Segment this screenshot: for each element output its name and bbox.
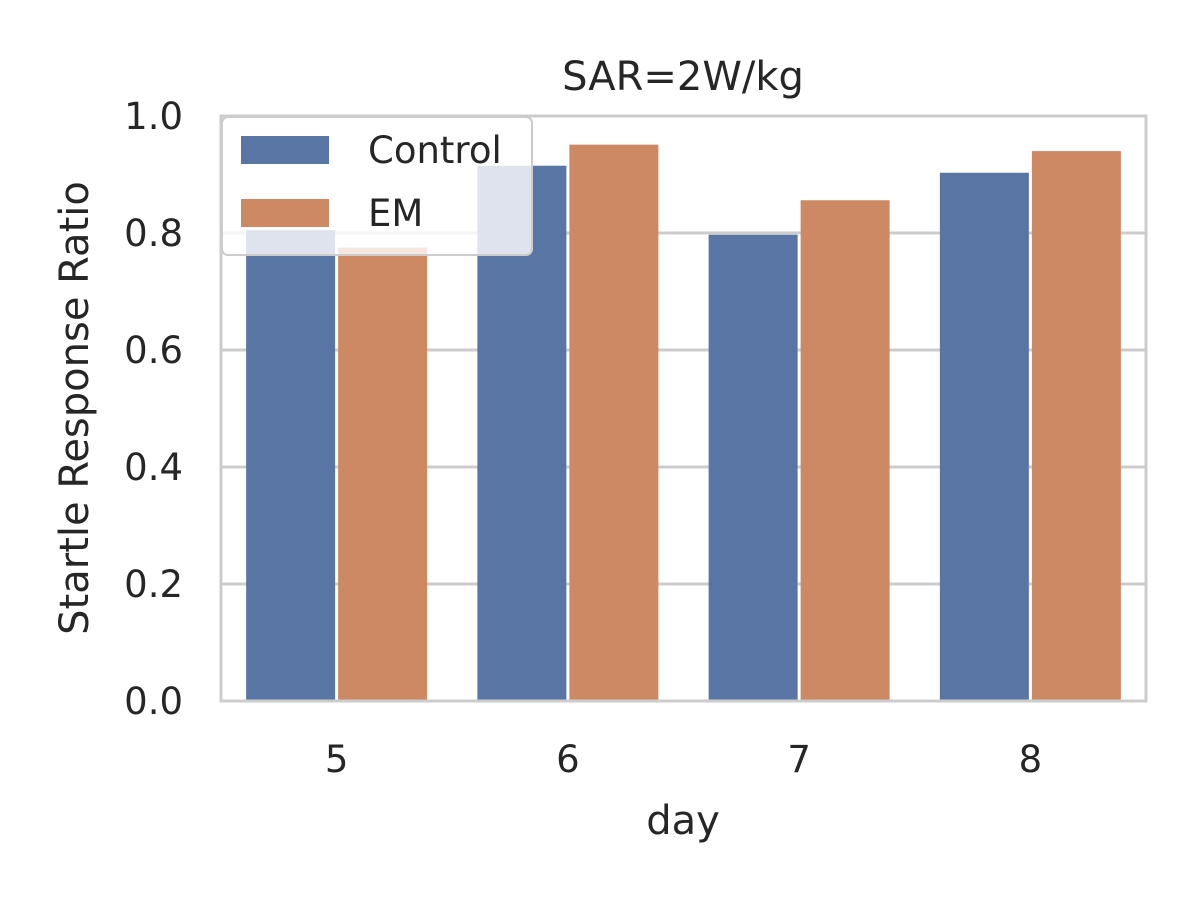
x-tick-label: 8 [1019,738,1043,781]
bar-control-day-7 [708,234,798,701]
y-tick-label: 0.2 [124,563,183,606]
x-axis-label: day [646,798,720,844]
legend-swatch-control [241,136,329,164]
bars [246,144,1121,702]
y-tick-label: 0.6 [124,329,183,372]
bar-control-day-5 [246,230,336,701]
y-tick-label: 0.4 [124,446,183,489]
bar-em-day-6 [569,144,659,702]
y-tick-labels: 0.0 0.2 0.4 0.6 0.8 1.0 [124,95,183,723]
legend: Control EM [221,116,533,256]
x-tick-labels: 5 6 7 8 [325,738,1042,781]
y-tick-label: 1.0 [124,95,183,138]
x-tick-label: 5 [325,738,349,781]
bar-em-day-7 [800,200,890,702]
bar-em-day-5 [338,247,428,701]
y-tick-label: 0.8 [124,212,183,255]
legend-label-em: EM [368,192,423,235]
bar-em-day-8 [1031,151,1121,702]
y-axis-label: Startle Response Ratio [52,181,98,635]
x-tick-label: 7 [787,738,811,781]
x-tick-label: 6 [556,738,580,781]
legend-swatch-em [241,199,329,227]
bar-control-day-8 [939,172,1029,701]
y-tick-label: 0.0 [124,680,183,723]
chart-title: SAR=2W/kg [562,54,804,100]
plot-frame [219,114,1148,703]
legend-label-control: Control [368,129,502,172]
